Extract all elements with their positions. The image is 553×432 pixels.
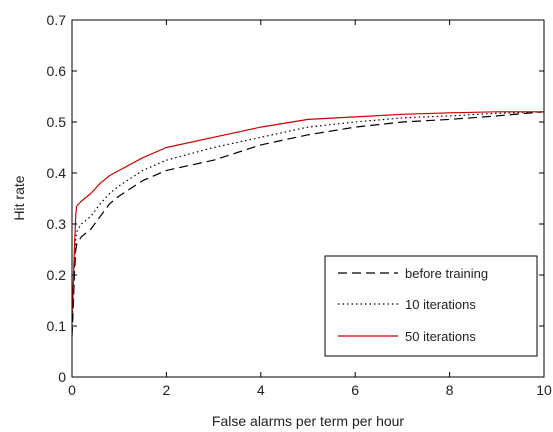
legend: before training 10 iterations 50 iterati…	[324, 255, 538, 357]
y-tick-label: 0.6	[47, 63, 67, 79]
series-layer	[71, 111, 545, 337]
legend-label-10-iterations: 10 iterations	[405, 297, 476, 312]
plot-frame	[71, 19, 545, 378]
x-tick-label: 8	[446, 382, 454, 398]
ticks-layer: 0 2 4 6 8 10 0 0.1 0.2 0.3 0.4 0.5 0.6 0.7	[47, 12, 552, 398]
y-axis-label: Hit rate	[11, 175, 27, 220]
legend-label-50-iterations: 50 iterations	[405, 329, 476, 344]
y-tick-label: 0.5	[47, 114, 67, 130]
x-axis-label: False alarms per term per hour	[212, 413, 405, 429]
y-tick-label: 0.2	[47, 267, 67, 283]
x-tick-label: 4	[257, 382, 265, 398]
series-line-1	[71, 111, 545, 327]
y-tick-label: 0.4	[47, 165, 67, 181]
series-line-0	[71, 111, 545, 337]
y-tick-label: 0.3	[47, 216, 67, 232]
y-tick-label: 0.7	[47, 12, 67, 28]
x-tick-label: 6	[351, 382, 359, 398]
y-tick-label: 0	[58, 369, 66, 385]
x-tick-label: 0	[68, 382, 76, 398]
series-line-2	[71, 111, 544, 316]
legend-label-before-training: before training	[405, 266, 488, 281]
x-tick-label: 2	[163, 382, 171, 398]
y-tick-label: 0.1	[47, 318, 67, 334]
x-tick-label: 10	[536, 382, 552, 398]
